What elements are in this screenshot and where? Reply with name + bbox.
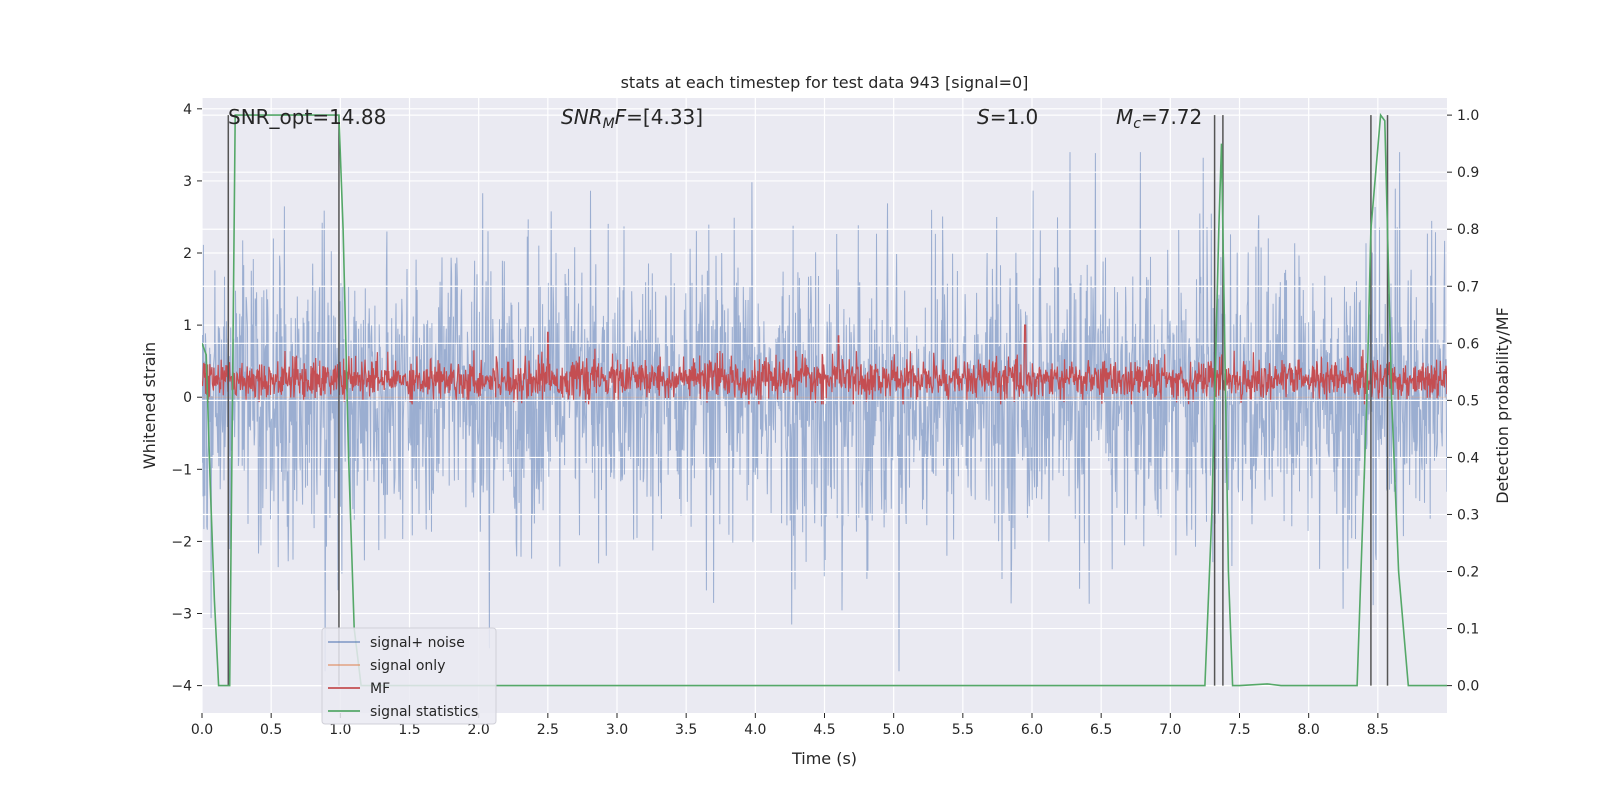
y2-tick-label: 0.9 (1457, 165, 1479, 181)
y-tick-label: −1 (171, 462, 192, 478)
series-signal-noise-line (202, 152, 1447, 672)
y-tick-label: 2 (183, 246, 192, 262)
y2-tick-label: 0.8 (1457, 222, 1479, 238)
y-axis-label: Whitened strain (140, 342, 159, 469)
x-tick-label: 5.5 (952, 722, 974, 738)
y-tick-label: 3 (183, 174, 192, 190)
x-tick-label: 3.5 (675, 722, 697, 738)
y-tick-label: −3 (171, 607, 192, 623)
x-tick-label: 4.5 (813, 722, 835, 738)
legend-label: signal statistics (370, 704, 478, 720)
x-tick-label: 7.5 (1228, 722, 1250, 738)
x-tick-label: 0.5 (260, 722, 282, 738)
x-tick-label: 6.5 (1090, 722, 1112, 738)
y2-axis-label: Detection probability/MF (1493, 307, 1512, 504)
series-signal-statistics-line (202, 112, 1447, 687)
chart-title: stats at each timestep for test data 943… (621, 73, 1029, 92)
y2-tick-label: 1.0 (1457, 108, 1479, 124)
y2-tick-label: 0.3 (1457, 507, 1479, 523)
annotation-mc: Mc=7.72 (1116, 105, 1202, 132)
annotation-s: S=1.0 (977, 105, 1038, 129)
annotation-snr-opt: SNR_opt=14.88 (228, 105, 386, 129)
y-tick-label: −4 (171, 679, 192, 695)
y2-tick-label: 0.7 (1457, 279, 1479, 295)
x-tick-label: 2.0 (468, 722, 490, 738)
legend-label: signal only (370, 658, 445, 674)
legend-label: MF (370, 681, 390, 697)
y-tick-label: 4 (183, 102, 192, 118)
x-tick-label: 8.5 (1367, 722, 1389, 738)
y-tick-label: 1 (183, 318, 192, 334)
y2-tick-label: 0.6 (1457, 336, 1479, 352)
y2-tick-label: 0.0 (1457, 679, 1479, 695)
x-tick-label: 6.0 (1021, 722, 1043, 738)
x-tick-label: 8.0 (1298, 722, 1320, 738)
x-tick-label: 5.0 (883, 722, 905, 738)
x-tick-label: 7.0 (1159, 722, 1181, 738)
x-tick-label: 2.5 (537, 722, 559, 738)
y2-tick-label: 0.1 (1457, 622, 1479, 638)
annotation-snr-mf: SNRMF=[4.33] (561, 105, 703, 132)
legend-label: signal+ noise (370, 635, 465, 651)
y-tick-label: 0 (183, 390, 192, 406)
y2-tick-label: 0.5 (1457, 393, 1479, 409)
y-tick-label: −2 (171, 534, 192, 550)
x-tick-label: 1.0 (329, 722, 351, 738)
x-tick-label: 4.0 (744, 722, 766, 738)
y2-tick-label: 0.4 (1457, 450, 1479, 466)
series-mf-line (202, 324, 1447, 405)
x-tick-label: 3.0 (606, 722, 628, 738)
legend-box (321, 627, 497, 725)
plot-area (202, 112, 1447, 687)
x-tick-label: 0.0 (191, 722, 213, 738)
x-axis-label: Time (s) (791, 749, 857, 768)
x-tick-label: 1.5 (398, 722, 420, 738)
y2-tick-label: 0.2 (1457, 565, 1479, 581)
